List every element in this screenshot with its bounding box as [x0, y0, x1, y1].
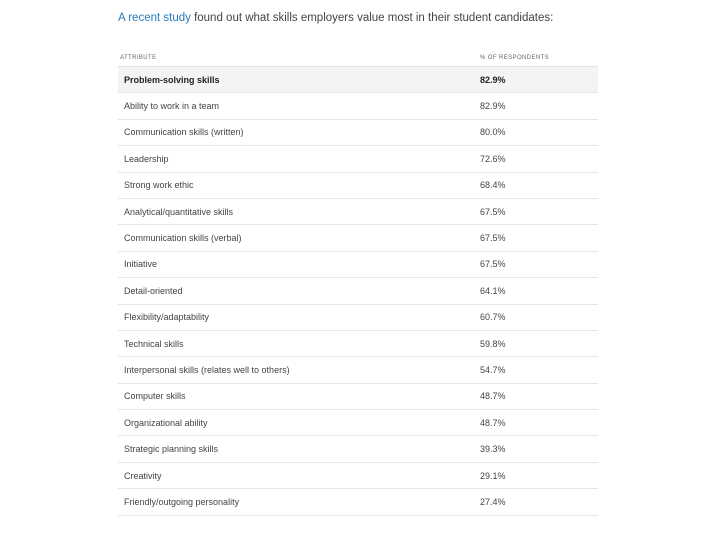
table-row: Problem-solving skills 82.9% — [118, 67, 598, 94]
percent-cell: 29.1% — [480, 470, 506, 481]
percent-cell: 82.9% — [480, 101, 506, 112]
percent-cell: 59.8% — [480, 338, 506, 349]
attribute-cell: Interpersonal skills (relates well to ot… — [124, 364, 290, 375]
table-row: Strong work ethic 68.4% — [118, 173, 598, 199]
attribute-cell: Friendly/outgoing personality — [124, 496, 240, 507]
table-row: Communication skills (written) 80.0% — [118, 120, 598, 147]
table-row: Initiative 67.5% — [118, 252, 598, 279]
header-attribute: Attribute — [120, 55, 157, 61]
recent-study-link[interactable]: A recent study — [118, 12, 191, 24]
percent-cell: 67.5% — [480, 206, 506, 217]
table-row: Flexibility/adaptability 60.7% — [118, 305, 598, 331]
percent-cell: 80.0% — [480, 127, 506, 138]
table-body: Problem-solving skills 82.9% Ability to wo… — [118, 67, 598, 516]
skills-table: Attribute % of respondents Problem-solvi… — [118, 50, 598, 516]
table-row: Friendly/outgoing personality 27.4% — [118, 489, 598, 516]
attribute-cell: Creativity — [124, 470, 162, 481]
attribute-cell: Detail-oriented — [124, 285, 183, 296]
percent-cell: 67.5% — [480, 259, 506, 270]
table-row: Computer skills 48.7% — [118, 384, 598, 411]
attribute-cell: Computer skills — [124, 391, 186, 402]
attribute-cell: Technical skills — [124, 338, 184, 349]
attribute-cell: Organizational ability — [124, 417, 208, 428]
intro-text: found out what skills employers value mo… — [190, 12, 554, 24]
attribute-cell: Strategic planning skills — [124, 444, 219, 455]
table-row: Ability to work in a team 82.9% — [118, 93, 598, 120]
table-row: Creativity 29.1% — [118, 463, 598, 490]
attribute-cell: Leadership — [124, 153, 169, 164]
header-percent: % of respondents — [480, 55, 550, 61]
percent-cell: 60.7% — [480, 312, 506, 323]
table-row: Strategic planning skills 39.3% — [118, 436, 598, 463]
percent-cell: 67.5% — [480, 233, 506, 244]
percent-cell: 82.9% — [480, 74, 506, 85]
table-row: Organizational ability 48.7% — [118, 410, 598, 437]
percent-cell: 68.4% — [480, 180, 506, 191]
attribute-cell: Problem-solving skills — [124, 74, 220, 85]
table-row: Communication skills (verbal) 67.5% — [118, 225, 598, 252]
percent-cell: 72.6% — [480, 153, 506, 164]
table-row: Technical skills 59.8% — [118, 331, 598, 358]
table-row: Detail-oriented 64.1% — [118, 278, 598, 305]
percent-cell: 64.1% — [480, 285, 506, 296]
percent-cell: 27.4% — [480, 496, 506, 507]
table-row: Analytical/quantitative skills 67.5% — [118, 199, 598, 226]
attribute-cell: Ability to work in a team — [124, 101, 220, 112]
attribute-cell: Initiative — [124, 259, 158, 270]
percent-cell: 48.7% — [480, 391, 506, 402]
attribute-cell: Strong work ethic — [124, 180, 194, 191]
intro-sentence: A recent study found out what skills emp… — [118, 12, 553, 24]
attribute-cell: Analytical/quantitative skills — [124, 206, 234, 217]
attribute-cell: Communication skills (verbal) — [124, 233, 242, 244]
attribute-cell: Flexibility/adaptability — [124, 312, 210, 323]
percent-cell: 48.7% — [480, 417, 506, 428]
table-row: Leadership 72.6% — [118, 146, 598, 173]
table-header: Attribute % of respondents — [118, 50, 598, 67]
percent-cell: 39.3% — [480, 444, 506, 455]
attribute-cell: Communication skills (written) — [124, 127, 244, 138]
table-row: Interpersonal skills (relates well to ot… — [118, 357, 598, 384]
percent-cell: 54.7% — [480, 364, 506, 375]
